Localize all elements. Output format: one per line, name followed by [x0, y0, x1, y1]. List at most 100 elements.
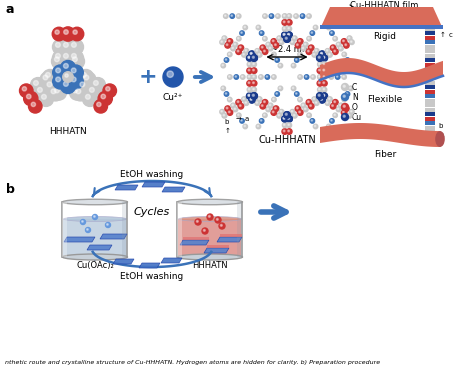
Circle shape: [282, 116, 288, 122]
Bar: [425, 90, 435, 93]
Circle shape: [341, 84, 348, 90]
Circle shape: [319, 51, 325, 57]
Bar: [425, 36, 435, 39]
Circle shape: [240, 118, 244, 123]
Ellipse shape: [63, 199, 128, 205]
Circle shape: [345, 92, 350, 96]
Text: N: N: [352, 93, 358, 102]
Circle shape: [259, 75, 263, 79]
Circle shape: [323, 56, 325, 58]
Text: Cycles: Cycles: [134, 207, 170, 217]
Circle shape: [97, 102, 101, 106]
Circle shape: [323, 94, 325, 96]
Circle shape: [323, 69, 325, 71]
Circle shape: [334, 50, 336, 52]
Circle shape: [269, 104, 271, 106]
Circle shape: [224, 14, 228, 18]
Circle shape: [266, 107, 271, 112]
Circle shape: [282, 20, 288, 25]
Circle shape: [320, 53, 322, 54]
Circle shape: [48, 86, 63, 101]
Circle shape: [64, 42, 68, 47]
Circle shape: [302, 104, 304, 106]
Circle shape: [251, 55, 257, 61]
Circle shape: [292, 63, 296, 68]
Circle shape: [52, 54, 66, 69]
Circle shape: [228, 98, 232, 102]
Circle shape: [227, 110, 233, 116]
Circle shape: [253, 69, 255, 71]
Circle shape: [272, 98, 276, 102]
Circle shape: [333, 14, 337, 18]
Circle shape: [53, 39, 67, 54]
Circle shape: [285, 38, 287, 39]
Circle shape: [275, 58, 280, 62]
Circle shape: [263, 14, 267, 18]
Circle shape: [334, 114, 336, 116]
Circle shape: [298, 52, 302, 57]
Circle shape: [247, 81, 253, 86]
Circle shape: [282, 32, 288, 38]
Circle shape: [37, 87, 42, 92]
Circle shape: [277, 15, 278, 16]
Bar: [179, 219, 241, 257]
Circle shape: [295, 106, 301, 111]
Circle shape: [19, 84, 33, 98]
Bar: [177, 202, 182, 257]
Circle shape: [222, 87, 223, 88]
Circle shape: [248, 63, 250, 64]
Circle shape: [70, 85, 84, 100]
Circle shape: [28, 99, 42, 113]
Circle shape: [221, 63, 226, 68]
Circle shape: [247, 75, 252, 80]
Circle shape: [318, 94, 320, 96]
Circle shape: [249, 97, 255, 103]
Circle shape: [349, 40, 354, 45]
Circle shape: [221, 41, 222, 42]
Circle shape: [342, 98, 346, 102]
Circle shape: [262, 99, 268, 105]
Circle shape: [103, 84, 117, 98]
Circle shape: [24, 92, 38, 106]
Circle shape: [286, 32, 292, 38]
Circle shape: [286, 32, 292, 38]
Circle shape: [237, 101, 239, 102]
Bar: [425, 126, 435, 129]
Bar: [63, 202, 67, 257]
Circle shape: [297, 107, 298, 109]
Circle shape: [307, 113, 311, 117]
Circle shape: [231, 103, 236, 108]
Circle shape: [345, 58, 350, 62]
Circle shape: [290, 40, 295, 45]
Circle shape: [319, 97, 325, 103]
Polygon shape: [320, 7, 443, 29]
Circle shape: [256, 25, 261, 30]
Circle shape: [40, 72, 55, 87]
Bar: [425, 121, 435, 125]
Circle shape: [258, 98, 260, 99]
Circle shape: [91, 78, 106, 93]
Polygon shape: [139, 263, 160, 268]
Circle shape: [272, 52, 276, 57]
Circle shape: [85, 228, 91, 232]
Circle shape: [223, 37, 225, 39]
Circle shape: [64, 63, 68, 68]
Bar: [179, 219, 241, 257]
Circle shape: [345, 44, 346, 45]
Circle shape: [237, 36, 241, 41]
Circle shape: [195, 219, 201, 225]
Circle shape: [247, 87, 252, 92]
Circle shape: [82, 92, 98, 106]
Circle shape: [320, 98, 322, 100]
Circle shape: [253, 94, 255, 96]
Circle shape: [279, 87, 281, 88]
Circle shape: [257, 125, 259, 127]
Circle shape: [224, 58, 229, 62]
Circle shape: [284, 112, 290, 118]
Circle shape: [263, 113, 267, 117]
Circle shape: [163, 67, 183, 87]
Text: $\rightarrow$ a: $\rightarrow$ a: [234, 115, 250, 123]
Circle shape: [225, 106, 230, 111]
Circle shape: [338, 46, 343, 51]
Circle shape: [311, 32, 312, 33]
